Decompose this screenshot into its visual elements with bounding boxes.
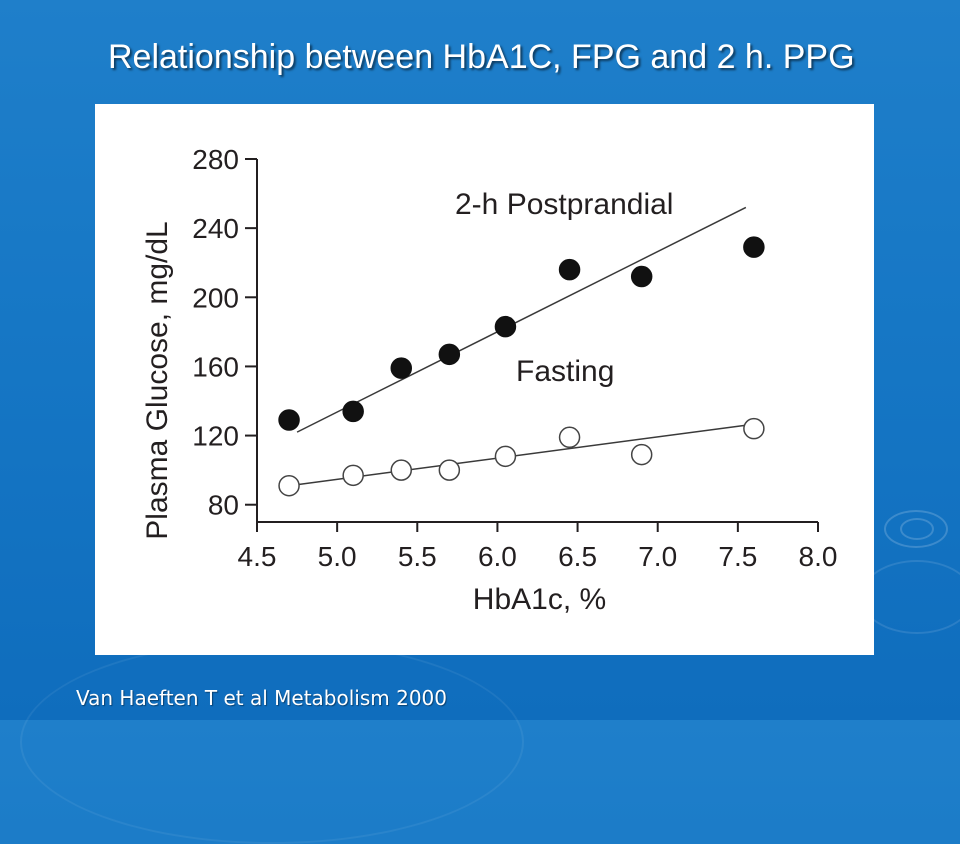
trendlines (288, 206, 747, 487)
y-tick-label: 160 (192, 351, 239, 382)
y-axis-label: Plasma Glucose, mg/dL (141, 221, 174, 539)
x-axis-label: HbA1c, % (473, 583, 606, 616)
postprandial-point (278, 409, 300, 431)
x-tick-label: 4.5 (238, 541, 277, 572)
fasting-point (390, 459, 413, 481)
x-tick-label: 6.0 (478, 541, 517, 572)
chart-labels: HbA1c, % Plasma Glucose, mg/dL 2-h Postpra… (141, 188, 673, 616)
y-tick-label: 120 (192, 421, 239, 452)
data-points (278, 236, 765, 497)
scatter-chart: 80 120 160 200 240 280 4.5 5.0 5.5 6.0 6.5 7.0 7.5 8.… (141, 144, 837, 616)
fasting-point (630, 443, 653, 466)
postprandial-point (558, 258, 581, 281)
postprandial-point (342, 400, 364, 423)
y-tick-label: 200 (192, 282, 239, 313)
postprandial-point (743, 236, 765, 258)
trendline (296, 206, 747, 433)
fasting-point (438, 459, 461, 481)
x-tick-label: 7.5 (718, 541, 757, 572)
ripple-decoration (20, 640, 524, 844)
ripple-decoration (860, 560, 960, 634)
fasting-point (743, 417, 765, 440)
postprandial-point (438, 343, 461, 366)
x-tick-label: 5.0 (318, 541, 357, 572)
y-tick-label: 80 (208, 490, 239, 521)
ripple-decoration (884, 510, 948, 548)
series-label-fasting: Fasting (516, 355, 614, 388)
trendline (288, 424, 746, 487)
citation: Van Haeften T et al Metabolism 2000 (76, 686, 447, 710)
slide-title: Relationship between HbA1C, FPG and 2 h.… (108, 38, 855, 76)
postprandial-point (494, 315, 517, 338)
x-tick-label: 6.5 (558, 541, 597, 572)
postprandial-point (390, 357, 413, 379)
ripple-decoration (900, 518, 934, 540)
x-tick-label: 5.5 (398, 541, 437, 572)
y-tick-label: 280 (192, 144, 239, 175)
postprandial-point (630, 265, 653, 288)
chart-panel: 80 120 160 200 240 280 4.5 5.0 5.5 6.0 6.5 7.0 7.5 8.… (95, 104, 874, 655)
fasting-point (494, 445, 517, 468)
fasting-point (558, 426, 581, 449)
x-tick-label: 7.0 (638, 541, 677, 572)
y-tick-label: 240 (192, 213, 239, 244)
chart-axes: 80 120 160 200 240 280 4.5 5.0 5.5 6.0 6.5 7.0 7.5 8.… (192, 144, 837, 572)
x-tick-label: 8.0 (799, 541, 838, 572)
fasting-point (278, 474, 300, 497)
series-label-postprandial: 2-h Postprandial (455, 188, 673, 221)
fasting-point (342, 464, 364, 487)
